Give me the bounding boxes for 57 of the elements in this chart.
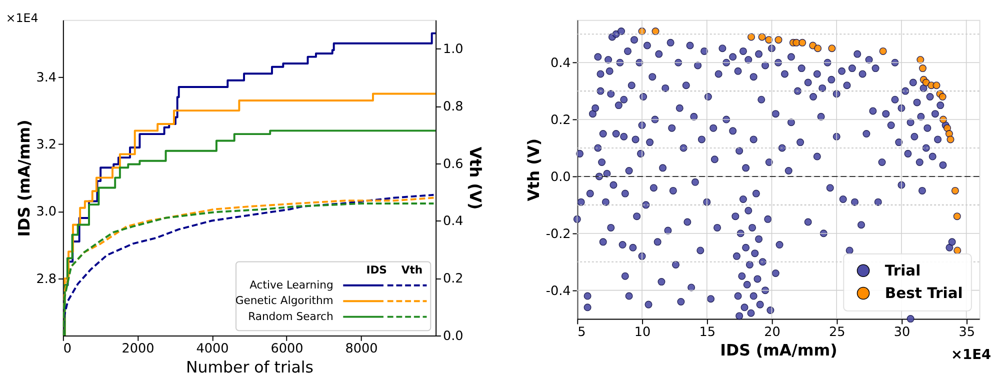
- y2-tick-label: 0.2: [442, 272, 464, 287]
- point: [953, 212, 961, 220]
- y-tick-label: 0.2: [550, 112, 571, 128]
- y2-tick-label: 0.6: [442, 156, 464, 172]
- y-tick-label: -0.4: [546, 284, 571, 299]
- text: ×1E4: [6, 10, 38, 25]
- legend-label: Trial: [884, 262, 921, 280]
- x-axis-title: IDS (mA/mm): [720, 340, 838, 360]
- x-tick-label: 0: [63, 342, 72, 357]
- legend-label: Genetic Algorithm: [235, 294, 334, 308]
- text: ×1E4: [951, 347, 992, 364]
- point: [951, 186, 959, 194]
- x-tick-label: 25: [828, 325, 846, 340]
- point: [652, 28, 660, 36]
- y-tick-label: -0.2: [546, 226, 571, 242]
- y2-tick-label: 1.0: [442, 42, 464, 58]
- point: [932, 82, 940, 90]
- y-tick-label: 0.0: [550, 170, 571, 185]
- x-tick-label: 6000: [270, 342, 304, 357]
- x-tick-label: 10: [634, 325, 651, 340]
- x-axis-title: Number of trials: [186, 357, 314, 376]
- point: [798, 38, 806, 46]
- y-axis-title: Vth (V): [524, 138, 543, 202]
- point: [946, 136, 954, 144]
- legend-label: Best Trial: [884, 285, 963, 302]
- y-tick-label: 3.0: [36, 204, 57, 220]
- x-tick-label: 2000: [122, 342, 154, 357]
- x-tick-label: 8000: [345, 342, 378, 357]
- y-tick-label: 3.2: [36, 138, 57, 153]
- x-tick-label: 4000: [196, 342, 229, 357]
- point: [828, 44, 836, 52]
- point: [954, 246, 962, 254]
- y-tick-label: 3.4: [36, 70, 57, 86]
- point: [938, 93, 946, 100]
- legend-label: Random Search: [248, 310, 334, 323]
- x-tick-label: 5: [578, 325, 586, 340]
- y-tick-label: 2.8: [36, 272, 57, 287]
- annotation: Vth: [401, 264, 423, 277]
- point: [879, 47, 887, 55]
- point: [747, 33, 755, 41]
- legend-label: Active Learning: [250, 278, 334, 292]
- annotation: IDS: [366, 264, 387, 277]
- x-tick-label: 20: [764, 325, 780, 340]
- y-axis-title: IDS (mA/mm): [14, 120, 34, 237]
- point: [918, 64, 926, 72]
- y2-tick-label: 0.4: [442, 214, 464, 230]
- y2-tick-label: 0.0: [442, 328, 464, 344]
- x-tick-label: 15: [699, 325, 716, 340]
- point: [814, 44, 822, 52]
- point: [758, 33, 766, 41]
- y-tick-label: 0.4: [550, 56, 571, 72]
- point: [765, 36, 773, 44]
- x-tick-label: 35: [958, 325, 975, 340]
- y2-axis-title: Vth (V): [466, 146, 486, 210]
- x-tick-label: 30: [894, 325, 910, 340]
- y2-tick-label: 0.8: [442, 99, 464, 114]
- point: [774, 36, 782, 44]
